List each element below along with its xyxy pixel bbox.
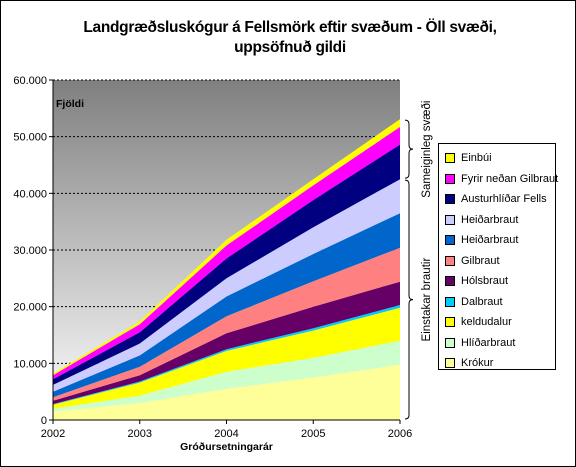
area-series-10: [53, 119, 400, 376]
y-tick-label-1: 10.000: [13, 358, 47, 370]
chart-title: Landgræðsluskógur á Fellsmörk eftir svæð…: [83, 19, 497, 56]
legend-swatch: [445, 337, 455, 348]
legend-swatch: [445, 358, 455, 369]
legend-item: Gilbraut: [445, 251, 555, 272]
x-tick-label-2: 2004: [214, 428, 238, 440]
legend-label: Krókur: [461, 357, 494, 370]
legend-swatch: [445, 173, 455, 184]
legend-item: keldudalur: [445, 312, 555, 333]
legend-item: Krókur: [445, 353, 555, 374]
legend-swatch: [445, 153, 455, 164]
chart-legend: Einbúi Fyrir neðan Gilbraut Austurhlíðar F…: [438, 143, 559, 370]
legend-item: Einbúi: [445, 148, 555, 169]
y-tick-label-5: 50.000: [13, 132, 47, 144]
area-series-5: [53, 247, 400, 401]
legend-item: Hólsbraut: [445, 271, 555, 292]
legend-swatch: [445, 317, 455, 328]
area-series-9: [53, 127, 400, 380]
y-tick-label-4: 40.000: [13, 188, 47, 200]
x-tick-label-1: 2003: [128, 428, 152, 440]
legend-item: Dalbraut: [445, 292, 555, 313]
legend-swatch: [445, 255, 455, 266]
legend-swatch: [445, 276, 455, 287]
legend-swatch: [445, 194, 455, 205]
x-tick-label-4: 2006: [388, 428, 412, 440]
legend-item: Heiðarbraut: [445, 230, 555, 251]
legend-swatch: [445, 214, 455, 225]
legend-label: Einbúi: [461, 152, 492, 165]
area-series-2: [53, 307, 400, 409]
legend-label: Heiðarbraut: [461, 213, 519, 226]
y-tick-label-2: 20.000: [13, 302, 47, 314]
y-tick-label-0: 0: [41, 415, 47, 427]
legend-item: Austurhlíðar Fells: [445, 189, 555, 210]
bracket-0: [404, 119, 414, 179]
legend-label: Austurhlíðar Fells: [461, 193, 547, 206]
y-tick-label-6: 60.000: [13, 75, 47, 87]
x-tick-label-0: 2002: [41, 428, 65, 440]
x-axis-title: Gróðursetningarár: [180, 441, 273, 453]
legend-label: Gilbraut: [461, 254, 500, 267]
legend-label: Fyrir neðan Gilbraut: [461, 172, 559, 185]
legend-item: Fyrir neðan Gilbraut: [445, 169, 559, 190]
legend-label: keldudalur: [461, 316, 512, 329]
legend-label: Heiðarbraut: [461, 234, 519, 247]
area-series-3: [53, 305, 400, 405]
bracket-1: [404, 179, 414, 420]
legend-label: Hlíðarbraut: [461, 336, 516, 349]
area-series-1: [53, 340, 400, 412]
legend-swatch: [445, 296, 455, 307]
bracket-label-1: Einstakar brautir: [421, 258, 433, 342]
legend-label: Hólsbraut: [461, 275, 509, 288]
x-tick-label-3: 2005: [301, 428, 325, 440]
legend-item: Hlíðarbraut: [445, 333, 555, 354]
area-series-0: [53, 364, 400, 420]
legend-item: Heiðarbraut: [445, 210, 555, 231]
area-series-7: [53, 179, 400, 392]
area-series-8: [53, 144, 400, 385]
bracket-label-0: Sameiginleg svæði: [421, 101, 433, 198]
y-tick-label-3: 30.000: [13, 245, 47, 257]
area-series-4: [53, 281, 400, 405]
y-axis-title: Fjöldi: [56, 98, 84, 110]
area-series-6: [53, 213, 400, 398]
legend-swatch: [445, 235, 455, 246]
legend-label: Dalbraut: [461, 295, 503, 308]
